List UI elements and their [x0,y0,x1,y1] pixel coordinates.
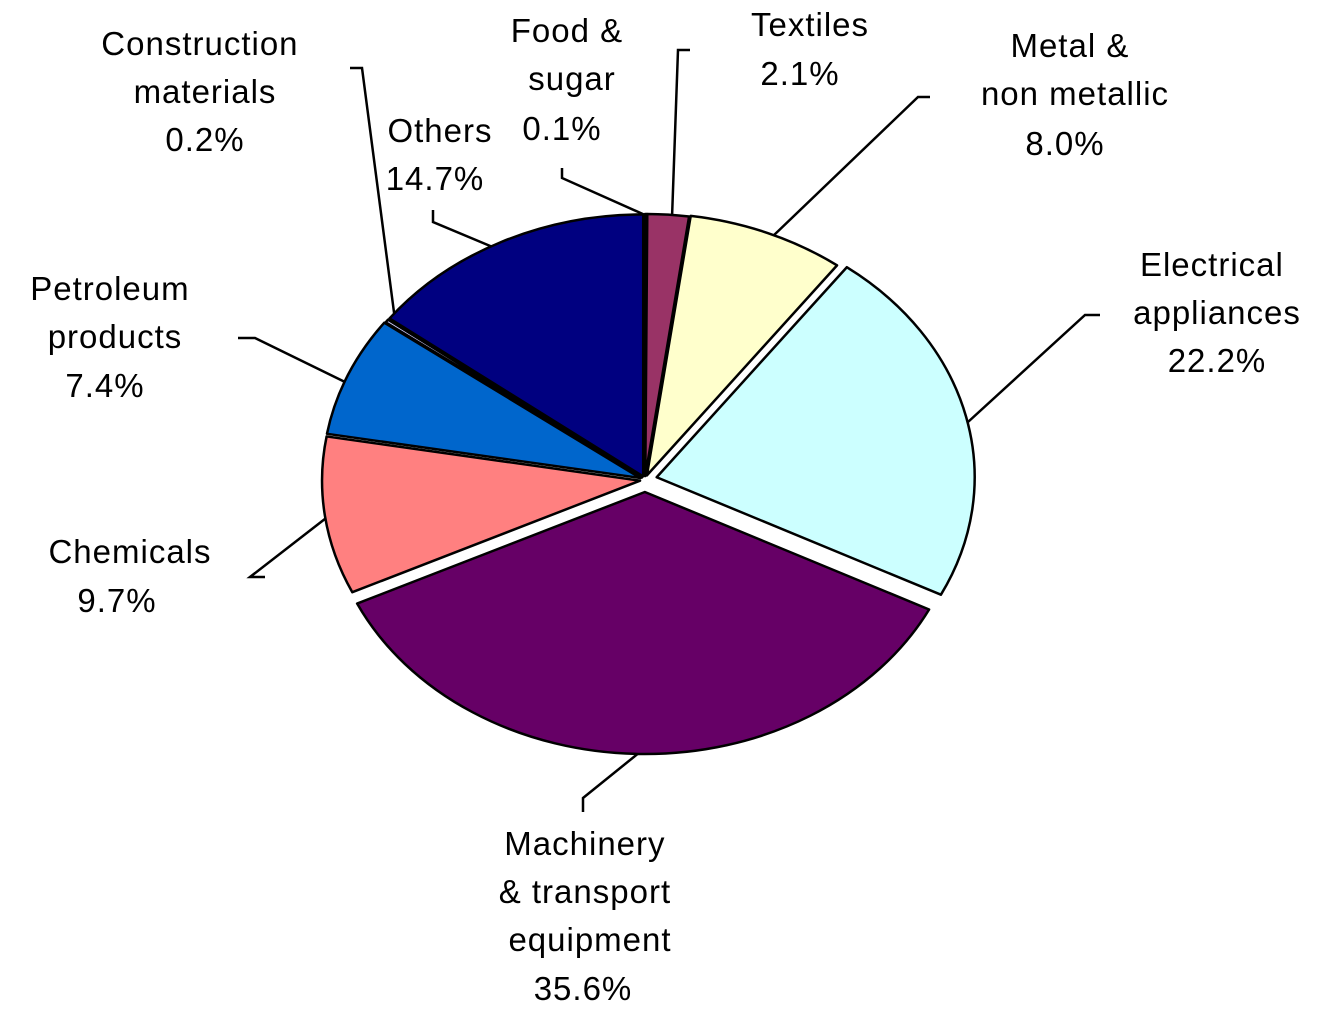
label-line: Food & [511,12,634,49]
category-label: Metal & non metallic [981,27,1169,112]
leader-line [431,210,496,250]
category-label: Machinery & transport equipment [499,825,682,958]
leader-line [771,95,930,238]
pie-slice [384,318,644,479]
leader-line [246,514,331,579]
pie [320,212,976,756]
leader-lines [238,48,1100,812]
pie-slice [644,212,691,478]
leader-line [670,48,690,219]
category-label: Petroleum products [30,270,200,355]
value-label: 0.2% [165,121,244,158]
leader-line [350,66,397,321]
value-label: 2.1% [760,55,839,92]
label-line: Petroleum [30,270,200,307]
category-label: Textiles [751,6,869,43]
label-line: Metal & [1010,27,1139,64]
label-line: sugar [528,60,616,97]
label-line: equipment [508,921,671,958]
label-line: Textiles [751,6,869,43]
label-line: products [48,318,183,355]
pie-slice [645,214,839,477]
category-label: Food & sugar [511,12,634,97]
label-line: & transport [499,873,682,910]
value-label: 9.7% [77,582,156,619]
value-label: 35.6% [534,970,633,1007]
value-label: 0.1% [522,110,601,147]
leader-line [967,313,1100,423]
label-line: Others [387,112,492,149]
leader-line [581,751,641,812]
label-line: Construction [101,25,308,62]
label-line: Electrical [1140,246,1294,283]
category-label: Chemicals [48,533,211,570]
label-line: materials [134,73,277,110]
value-label: 22.2% [1168,342,1267,379]
label-line: non metallic [981,75,1169,112]
value-label: 8.0% [1025,125,1104,162]
label-line: Machinery [504,825,675,862]
label-line: appliances [1133,294,1301,331]
pie-slice [325,321,642,480]
value-label: 14.7% [386,160,485,197]
pie-slice [388,213,645,478]
pie-slice [320,435,642,594]
leader-line [238,336,346,384]
pie-slice [655,265,976,596]
pie-slice [355,490,931,756]
category-label: Others [387,112,492,149]
leader-line [560,168,646,217]
category-label: Construction materials [101,25,308,110]
label-line: Chemicals [48,533,211,570]
labels: Food & sugar 0.1% Textiles 2.1% Metal & non … [30,6,1301,1007]
value-label: 7.4% [65,367,144,404]
category-label: Electrical appliances [1133,246,1301,331]
